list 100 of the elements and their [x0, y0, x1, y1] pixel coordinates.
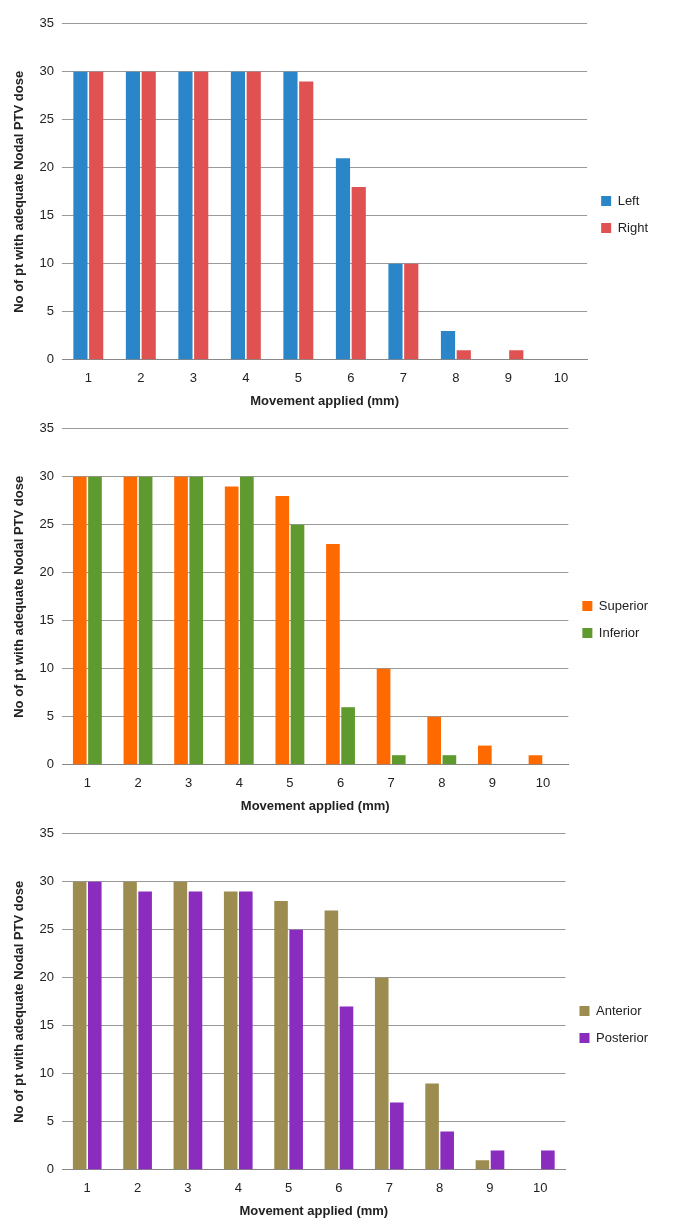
y-tick-label: 35	[39, 420, 55, 436]
bar	[173, 881, 188, 1170]
x-tick-label: 5	[284, 1180, 293, 1196]
bar	[341, 707, 355, 765]
x-tick-label: 3	[185, 775, 193, 791]
y-axis-title: No of pt with adequate Nodal PTV dose	[11, 70, 27, 313]
x-tick-label: 1	[83, 1180, 91, 1196]
x-tick-label: 10	[535, 775, 551, 791]
x-tick-label: 8	[438, 775, 446, 791]
bar	[335, 158, 351, 360]
legend-label: Left	[617, 192, 640, 208]
bar	[442, 755, 457, 765]
x-tick-label: 4	[242, 370, 250, 386]
bar	[528, 755, 543, 765]
bar	[490, 1150, 505, 1170]
bar	[541, 1150, 555, 1170]
y-tick-label: 15	[39, 207, 55, 223]
bar	[391, 755, 406, 765]
bar	[299, 81, 314, 360]
y-tick-label: 15	[39, 612, 55, 628]
y-tick-label: 30	[39, 873, 55, 889]
bar	[194, 71, 209, 360]
y-axis-title: No of pt with adequate Nodal PTV dose	[11, 475, 27, 718]
x-tick-label: 4	[235, 775, 243, 791]
legend-label: Inferior	[598, 624, 640, 640]
bar	[456, 350, 471, 360]
bar	[141, 71, 156, 360]
bar	[404, 263, 419, 360]
x-tick-label: 6	[335, 1180, 343, 1196]
bar	[72, 476, 87, 765]
y-tick-label: 20	[39, 564, 55, 580]
y-tick-label: 15	[39, 1017, 55, 1033]
x-axis-title: Movement applied (mm)	[239, 1202, 389, 1218]
bar	[178, 71, 193, 360]
bar	[224, 486, 239, 765]
bar	[125, 71, 141, 360]
legend-label: Superior	[598, 597, 649, 613]
bar	[239, 891, 253, 1170]
x-tick-label: 3	[184, 1180, 192, 1196]
legend-label: Posterior	[595, 1029, 649, 1045]
bar	[138, 891, 152, 1170]
y-tick-label: 5	[46, 303, 55, 319]
bar	[390, 1102, 404, 1170]
y-tick-label: 25	[39, 111, 55, 127]
x-tick-label: 6	[347, 370, 355, 386]
bar	[374, 977, 389, 1170]
bar	[188, 891, 203, 1170]
y-tick-label: 5	[46, 708, 55, 724]
bar	[290, 524, 305, 765]
x-tick-label: 5	[294, 370, 302, 386]
x-tick-label: 3	[189, 370, 197, 386]
bar	[275, 496, 290, 765]
y-tick-label: 10	[39, 1065, 55, 1081]
x-axis-title: Movement applied (mm)	[250, 392, 399, 408]
x-tick-label: 2	[137, 370, 145, 386]
bar	[246, 71, 261, 360]
x-tick-label: 1	[84, 370, 92, 386]
bar	[89, 71, 104, 360]
x-tick-label: 2	[133, 1180, 142, 1196]
bar	[123, 476, 138, 765]
bar	[138, 476, 153, 765]
y-tick-label: 10	[39, 660, 55, 676]
y-tick-label: 30	[39, 468, 55, 484]
x-tick-label: 9	[504, 370, 513, 386]
bar	[230, 71, 246, 360]
x-tick-label: 2	[134, 775, 142, 791]
bar	[289, 929, 303, 1170]
x-tick-label: 1	[83, 775, 91, 791]
y-tick-label: 30	[39, 63, 55, 79]
bar	[509, 350, 524, 360]
y-tick-label: 35	[39, 15, 55, 31]
bar	[87, 881, 102, 1170]
y-tick-label: 20	[39, 159, 55, 175]
bar	[477, 745, 492, 765]
bar	[174, 476, 188, 765]
x-tick-label: 8	[452, 370, 460, 386]
bar	[440, 331, 456, 360]
x-axis-title: Movement applied (mm)	[240, 797, 390, 813]
bar	[427, 716, 442, 765]
bar	[223, 891, 238, 1170]
bar	[425, 1083, 439, 1170]
bar	[351, 187, 366, 360]
x-tick-label: 4	[234, 1180, 242, 1196]
x-tick-label: 9	[486, 1180, 494, 1196]
bar	[274, 901, 288, 1170]
x-tick-label: 6	[336, 775, 345, 791]
y-tick-label: 25	[39, 516, 55, 532]
x-tick-label: 10	[553, 370, 569, 386]
bar	[189, 476, 204, 765]
x-tick-label: 10	[533, 1180, 548, 1196]
y-tick-label: 0	[46, 351, 55, 367]
bar	[283, 71, 298, 360]
bar	[324, 910, 339, 1170]
bar	[376, 668, 391, 765]
x-tick-label: 7	[387, 775, 395, 791]
bar	[88, 476, 102, 765]
bar	[240, 476, 254, 765]
legend-label: Anterior	[595, 1002, 643, 1018]
y-tick-label: 35	[39, 825, 55, 841]
y-tick-label: 25	[39, 921, 55, 937]
